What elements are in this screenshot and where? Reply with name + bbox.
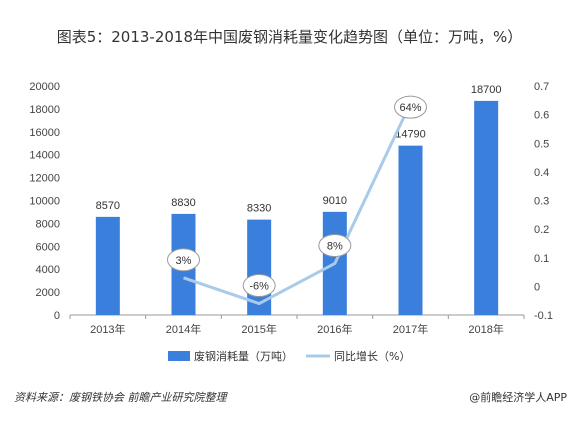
line-data-label: -6% bbox=[249, 281, 269, 293]
y-left-tick-label: 16000 bbox=[29, 127, 60, 139]
y-left-tick-label: 14000 bbox=[29, 150, 60, 162]
x-tick-label: 2015年 bbox=[241, 322, 276, 336]
x-tick-label: 2017年 bbox=[393, 322, 428, 336]
bar-data-label: 18700 bbox=[471, 84, 502, 96]
y-right-tick-label: -0.1 bbox=[534, 310, 553, 322]
y-left-tick-label: 8000 bbox=[36, 218, 60, 230]
line-data-label: 3% bbox=[176, 255, 192, 267]
line-data-label: 8% bbox=[327, 240, 343, 252]
y-left-tick-label: 20000 bbox=[29, 81, 60, 93]
y-left-tick-label: 6000 bbox=[36, 241, 60, 253]
source-note: 资料来源：废钢铁协会 前瞻产业研究院整理 bbox=[14, 391, 227, 404]
y-left-tick-label: 18000 bbox=[29, 104, 60, 116]
y-right-tick-label: 0.3 bbox=[534, 196, 549, 208]
line-label-bubble bbox=[242, 274, 276, 298]
y-left-tick-label: 0 bbox=[54, 310, 60, 322]
y-right-tick-label: 0.1 bbox=[534, 253, 549, 265]
bar bbox=[398, 145, 423, 315]
bar-data-label: 8570 bbox=[96, 200, 120, 212]
bar-data-label: 8330 bbox=[247, 203, 271, 215]
brand-credit: @前瞻经济学人APP bbox=[469, 391, 567, 404]
y-left-tick-label: 10000 bbox=[29, 196, 60, 208]
bar-data-label: 9010 bbox=[323, 195, 347, 207]
y-left-tick-label: 12000 bbox=[29, 173, 60, 185]
x-tick-label: 2016年 bbox=[317, 322, 352, 336]
x-tick-label: 2014年 bbox=[166, 322, 201, 336]
line-label-bubble bbox=[394, 95, 427, 119]
line-label-bubble bbox=[167, 248, 200, 272]
bar-data-label: 8830 bbox=[171, 197, 195, 209]
growth-line bbox=[183, 102, 412, 306]
y-left-tick-label: 4000 bbox=[36, 264, 60, 276]
bar bbox=[95, 216, 120, 315]
y-left-tick-label: 2000 bbox=[36, 287, 60, 299]
bar bbox=[474, 100, 499, 315]
chart-title: 图表5：2013-2018年中国废钢消耗量变化趋势图（单位：万吨，%） bbox=[56, 28, 523, 46]
y-right-tick-label: 0.5 bbox=[534, 138, 549, 150]
legend-swatch-bar bbox=[168, 351, 190, 361]
x-tick-label: 2013年 bbox=[90, 322, 125, 336]
y-right-tick-label: 0.2 bbox=[534, 224, 549, 236]
y-right-tick-label: 0.4 bbox=[534, 167, 549, 179]
line-data-label: 64% bbox=[399, 102, 421, 114]
y-right-tick-label: 0.7 bbox=[534, 81, 549, 93]
legend-label-bar: 废钢消耗量（万吨） bbox=[194, 349, 293, 363]
y-right-tick-label: 0.6 bbox=[534, 110, 549, 122]
y-right-tick-label: 0 bbox=[534, 281, 540, 293]
bar-data-label: 14790 bbox=[395, 129, 426, 141]
line-label-bubble bbox=[318, 233, 352, 257]
x-tick-label: 2018年 bbox=[468, 322, 503, 336]
legend-label-line: 同比增长（%） bbox=[334, 349, 410, 363]
